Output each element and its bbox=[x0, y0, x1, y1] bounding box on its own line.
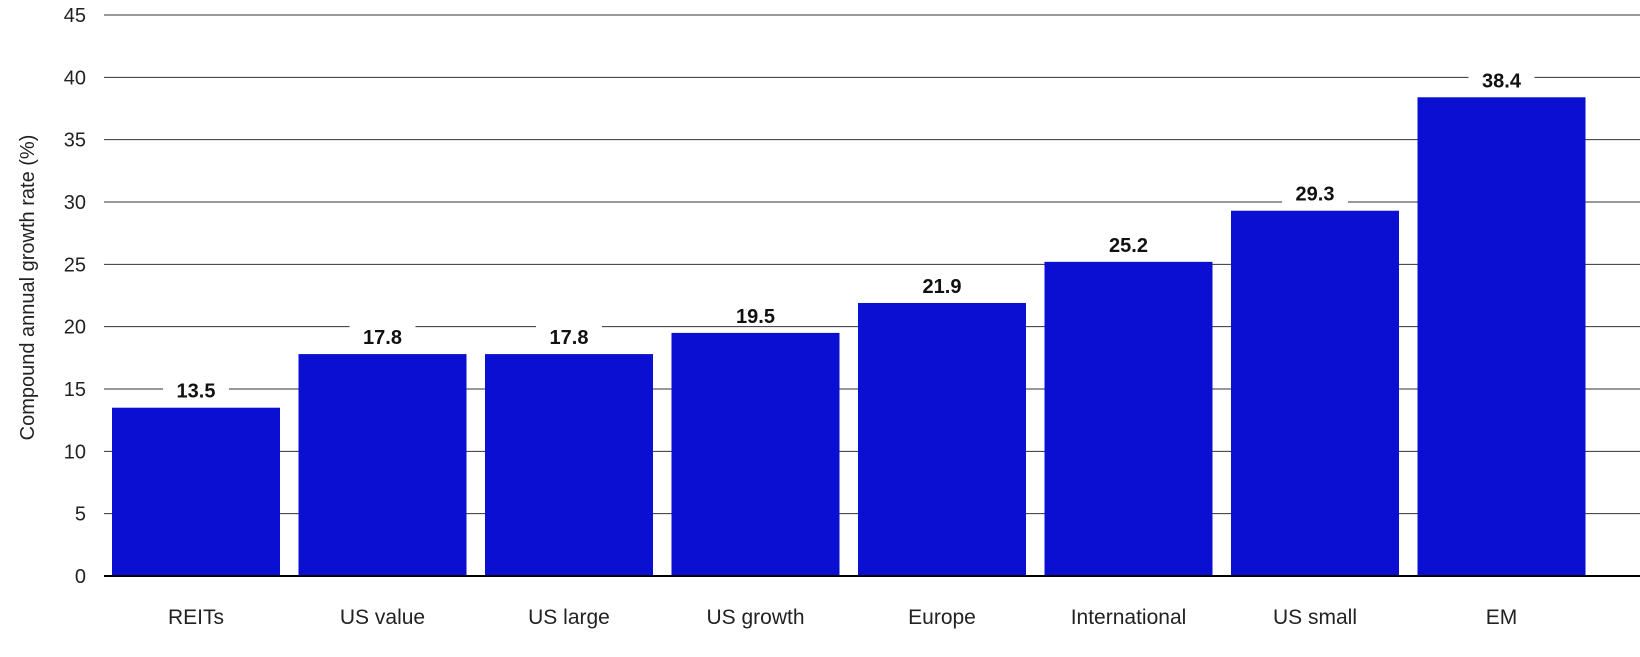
data-label: 17.8 bbox=[550, 327, 589, 349]
data-label-backing bbox=[1095, 230, 1162, 255]
bar bbox=[485, 354, 653, 576]
bar bbox=[298, 354, 467, 576]
x-category-label: REITs bbox=[168, 606, 224, 629]
x-category-label: US small bbox=[1273, 606, 1357, 629]
y-tick-label: 5 bbox=[75, 504, 86, 526]
bar bbox=[1231, 210, 1399, 576]
y-tick-label: 40 bbox=[64, 67, 86, 89]
bar bbox=[1417, 97, 1586, 576]
data-label-backing bbox=[536, 323, 602, 348]
x-category-label: US large bbox=[528, 606, 610, 629]
data-label: 25.2 bbox=[1109, 235, 1148, 257]
bar bbox=[858, 302, 1026, 576]
data-label-backing bbox=[1282, 179, 1348, 204]
y-axis-ticks: 0 5 10 15 20 25 30 35 40 45 bbox=[64, 5, 86, 588]
y-tick-label: 45 bbox=[64, 5, 86, 27]
data-label: 17.8 bbox=[363, 327, 402, 349]
x-category-label: EM bbox=[1486, 606, 1518, 629]
data-label: 19.5 bbox=[736, 306, 775, 328]
data-label-backing bbox=[1468, 66, 1535, 91]
data-label-backing bbox=[909, 271, 975, 296]
data-labels: 13.5 17.8 17.8 19.5 21.9 25.2 29.3 38.4 bbox=[163, 66, 1535, 403]
y-tick-label: 10 bbox=[64, 441, 86, 463]
y-tick-label: 0 bbox=[75, 566, 86, 588]
data-label: 29.3 bbox=[1296, 184, 1335, 206]
bar bbox=[1044, 261, 1213, 576]
x-category-label: International bbox=[1071, 606, 1187, 629]
bar bbox=[671, 332, 840, 576]
data-label: 13.5 bbox=[177, 381, 216, 403]
y-tick-label: 35 bbox=[64, 130, 86, 152]
y-tick-label: 25 bbox=[64, 254, 86, 276]
y-axis-title: Compound annual growth rate (%) bbox=[17, 135, 39, 441]
x-category-label: US value bbox=[340, 606, 425, 629]
data-label: 38.4 bbox=[1482, 70, 1522, 92]
data-label-backing bbox=[349, 323, 416, 348]
x-category-label: Europe bbox=[908, 606, 976, 629]
x-axis-categories: REITs US value US large US growth Europe Inte… bbox=[168, 606, 1517, 629]
y-tick-label: 20 bbox=[64, 317, 86, 339]
data-label-backing bbox=[163, 376, 229, 401]
data-label: 21.9 bbox=[923, 276, 962, 298]
x-category-label: US growth bbox=[706, 606, 804, 629]
y-tick-label: 15 bbox=[64, 379, 86, 401]
bars bbox=[112, 97, 1586, 576]
data-label-backing bbox=[722, 301, 789, 326]
y-tick-label: 30 bbox=[64, 192, 86, 214]
bar bbox=[112, 407, 280, 576]
